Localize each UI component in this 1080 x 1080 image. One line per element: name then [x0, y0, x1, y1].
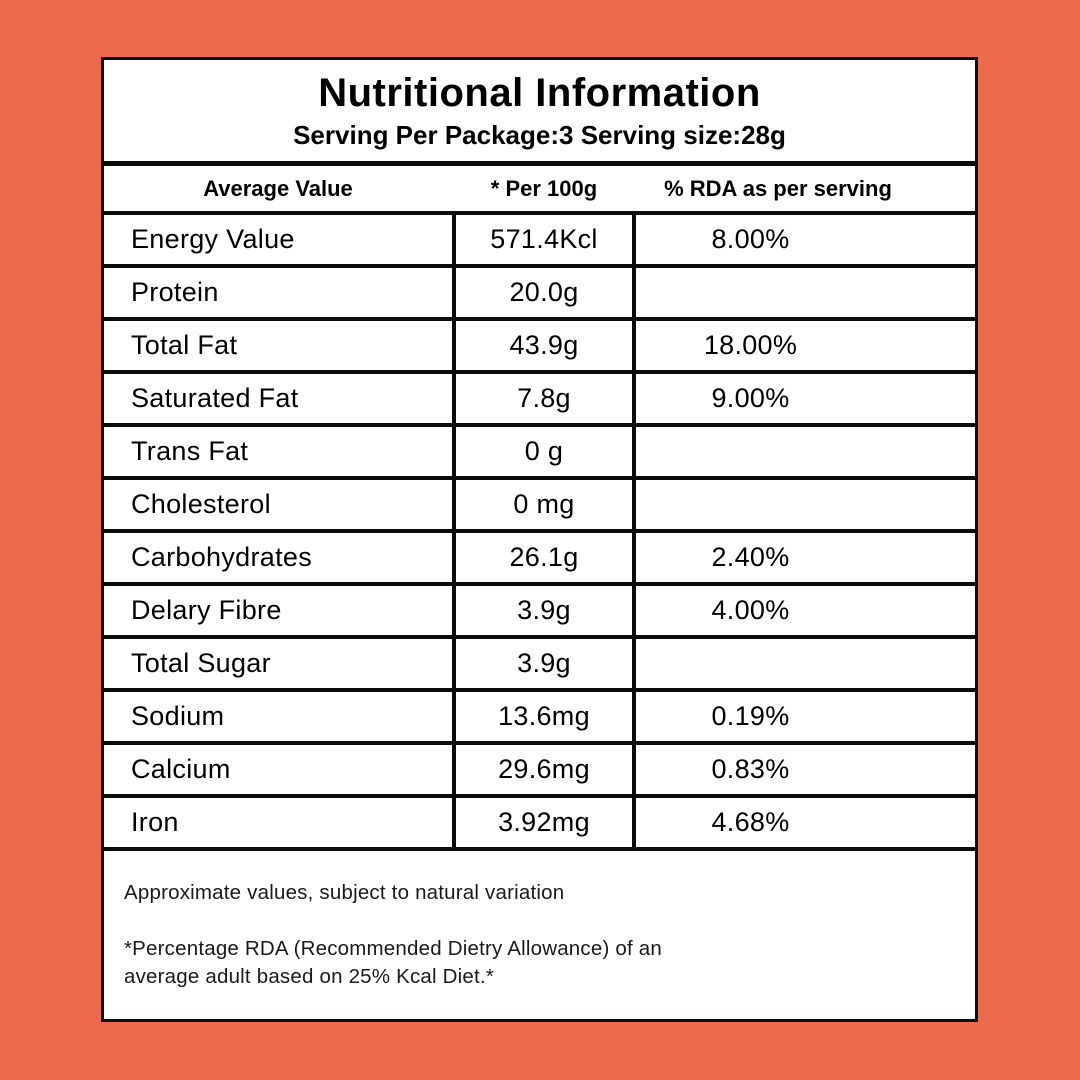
per-100g-value: 26.1g: [452, 533, 636, 582]
per-100g-value: 7.8g: [452, 374, 636, 423]
table-row: Calcium 29.6mg 0.83%: [104, 745, 975, 798]
column-header-per-100g: * Per 100g: [490, 175, 598, 201]
table-row: Sodium 13.6mg 0.19%: [104, 692, 975, 745]
rda-percentage: 2.40%: [711, 542, 790, 572]
column-header-average-value: Average Value: [203, 175, 353, 201]
table-row: Saturated Fat 7.8g 9.00%: [104, 374, 975, 427]
table-row: Total Sugar 3.9g: [104, 639, 975, 692]
footer-rda-note-line2: average adult based on 25% Kcal Diet.*: [124, 965, 495, 989]
per-100g-value: 3.9g: [452, 639, 636, 688]
per-100g-value: 0 g: [452, 427, 636, 476]
nutrient-name: Total Fat: [131, 330, 238, 360]
per-100g-value: 3.92mg: [452, 798, 636, 847]
nutrient-name: Sodium: [131, 701, 225, 731]
rda-percentage: [636, 268, 975, 317]
nutrient-name: Iron: [131, 807, 179, 837]
nutrient-name: Total Sugar: [131, 648, 271, 678]
table-header-row: Average Value * Per 100g % RDA as per se…: [104, 166, 975, 215]
per-100g-value: 0 mg: [452, 480, 636, 529]
footer-approximate-note: Approximate values, subject to natural v…: [124, 881, 565, 904]
per-100g-value: 13.6mg: [452, 692, 636, 741]
serving-info: Serving Per Package:3 Serving size:28g: [293, 119, 786, 150]
nutrient-name: Saturated Fat: [131, 383, 299, 413]
nutrient-name: Trans Fat: [131, 436, 249, 466]
table-row: Iron 3.92mg 4.68%: [104, 798, 975, 851]
table-row: Carbohydrates 26.1g 2.40%: [104, 533, 975, 586]
table-row: Trans Fat 0 g: [104, 427, 975, 480]
rda-percentage: 18.00%: [703, 330, 798, 360]
rda-percentage: 8.00%: [711, 224, 790, 254]
footer-notes: Approximate values, subject to natural v…: [104, 851, 975, 1019]
nutrient-name: Energy Value: [131, 224, 295, 254]
rda-percentage: [636, 480, 975, 529]
nutrient-name: Calcium: [131, 754, 231, 784]
rda-percentage: 4.00%: [711, 595, 790, 625]
table-row: Cholesterol 0 mg: [104, 480, 975, 533]
rda-percentage: 9.00%: [711, 383, 790, 413]
per-100g-value: 571.4Kcl: [452, 215, 636, 264]
rda-percentage: 4.68%: [711, 807, 790, 837]
rda-percentage: [636, 427, 975, 476]
rda-percentage: 0.19%: [711, 701, 790, 731]
per-100g-value: 43.9g: [452, 321, 636, 370]
rda-percentage: 0.83%: [711, 754, 790, 784]
table-row: Delary Fibre 3.9g 4.00%: [104, 586, 975, 639]
table-row: Protein 20.0g: [104, 268, 975, 321]
nutrition-label-card: Nutritional Information Serving Per Pack…: [101, 57, 978, 1022]
table-body: Energy Value 571.4Kcl 8.00% Protein 20.0g Tot…: [104, 215, 975, 851]
per-100g-value: 29.6mg: [452, 745, 636, 794]
nutrient-name: Protein: [131, 277, 219, 307]
table-row: Energy Value 571.4Kcl 8.00%: [104, 215, 975, 268]
rda-percentage: [636, 639, 975, 688]
page-title: Nutritional Information: [318, 70, 761, 115]
footer-rda-note-line1: *Percentage RDA (Recommended Dietry Allo…: [124, 937, 662, 960]
table-row: Total Fat 43.9g 18.00%: [104, 321, 975, 374]
nutrient-name: Delary Fibre: [131, 595, 282, 625]
nutrient-name: Carbohydrates: [131, 542, 312, 572]
per-100g-value: 3.9g: [452, 586, 636, 635]
title-block: Nutritional Information Serving Per Pack…: [104, 60, 975, 166]
nutrient-name: Cholesterol: [131, 489, 271, 519]
footer-rda-note: *Percentage RDA (Recommended Dietry Allo…: [124, 935, 951, 992]
column-header-rda: % RDA as per serving: [664, 175, 892, 201]
per-100g-value: 20.0g: [452, 268, 636, 317]
